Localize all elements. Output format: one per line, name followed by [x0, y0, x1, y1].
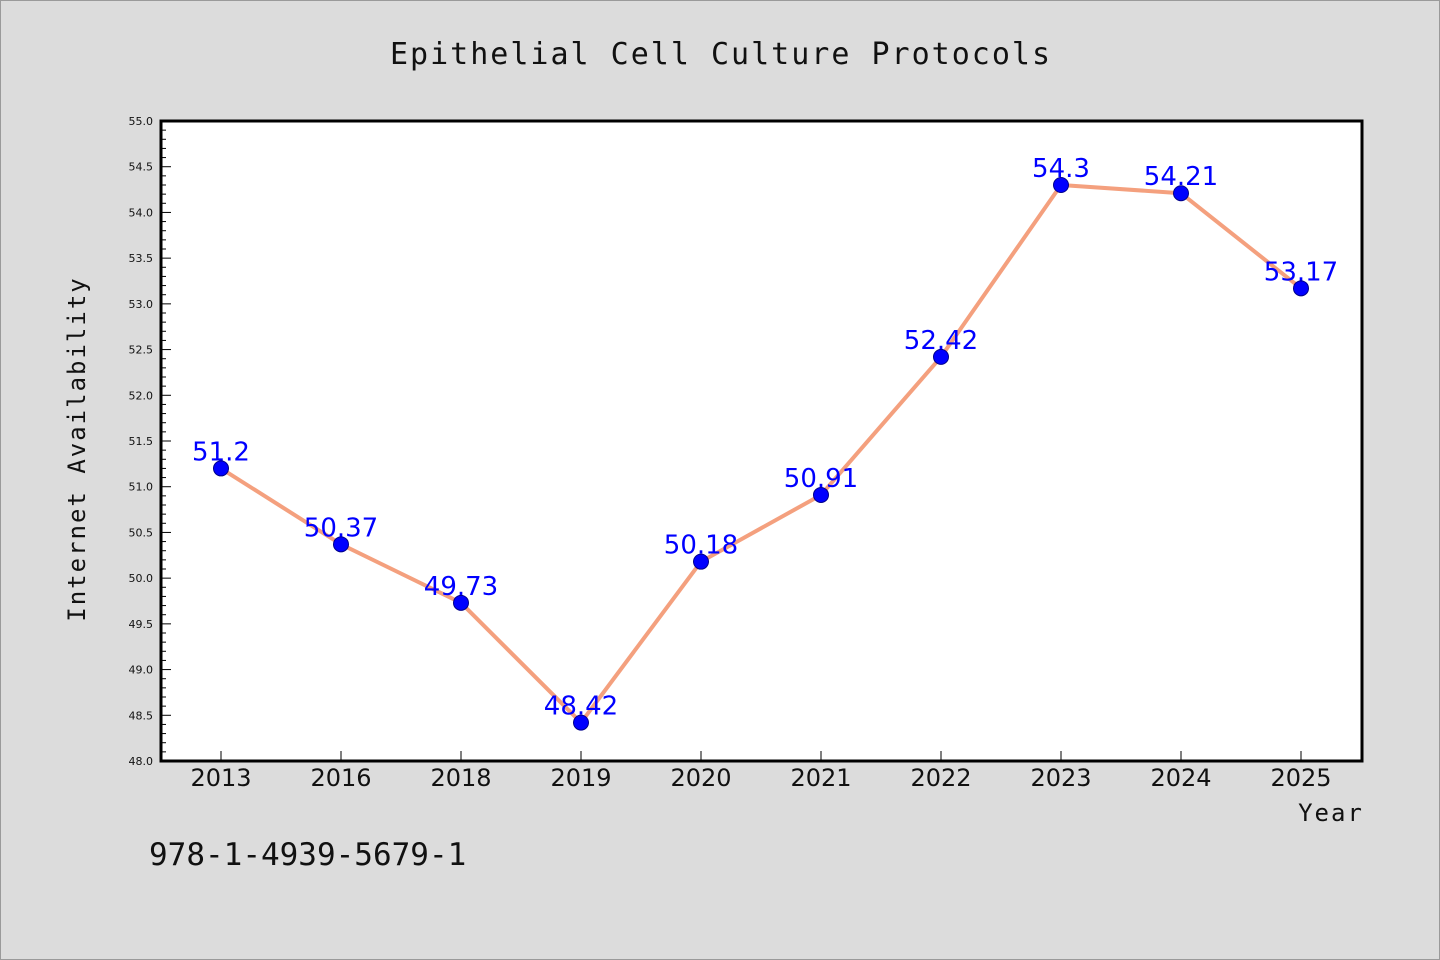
chart-title: Epithelial Cell Culture Protocols [390, 37, 1052, 72]
x-tick-label: 2019 [550, 764, 611, 792]
series-layer: 51.2 50.37 49.73 48.42 50.18 50.91 52.42 54.3 54… [192, 154, 1338, 731]
x-tick-label: 2016 [310, 764, 371, 792]
x-tick-label: 2024 [1150, 764, 1211, 792]
y-tick-label: 50.5 [129, 526, 154, 539]
y-axis-label: Internet Availability [63, 276, 91, 621]
data-point [693, 553, 709, 570]
y-tick-label: 54.0 [129, 206, 154, 219]
data-point [213, 460, 229, 477]
data-point [1053, 177, 1069, 193]
data-point [813, 486, 829, 503]
plot-area [159, 119, 1364, 763]
x-tick-label: 2018 [430, 764, 491, 792]
y-tick-label: 51.0 [129, 481, 154, 494]
x-tick-label: 2025 [1270, 764, 1331, 792]
data-label: 50.37 [304, 513, 378, 543]
y-tick-label: 49.0 [129, 664, 154, 677]
x-tick-label: 2013 [190, 764, 251, 792]
x-tick-label: 2021 [790, 764, 851, 792]
y-axis: 48.0 48.5 49.0 49.5 50.0 50.5 51.0 51.5 52.0 52.5… [129, 115, 171, 768]
x-axis-label: Year [1298, 799, 1364, 827]
data-point [1173, 185, 1189, 202]
series-line [219, 183, 1303, 725]
data-label: 54.3 [1032, 154, 1090, 184]
data-point [333, 536, 349, 553]
y-tick-label: 54.5 [129, 161, 154, 174]
x-tick-label: 2020 [670, 764, 731, 792]
data-label: 53.17 [1264, 257, 1338, 287]
data-label: 48.42 [544, 692, 618, 722]
y-tick-label: 52.5 [129, 344, 154, 357]
data-label: 51.2 [192, 437, 250, 467]
data-label: 54.21 [1144, 162, 1218, 192]
y-tick-label: 53.5 [129, 252, 154, 265]
data-point [933, 348, 949, 365]
data-point [453, 594, 469, 611]
data-point [1293, 280, 1309, 297]
y-tick-label: 48.0 [129, 755, 154, 768]
data-label: 49.73 [424, 572, 498, 602]
data-label: 52.42 [904, 326, 978, 356]
footer-identifier: 978-1-4939-5679-1 [149, 837, 466, 873]
data-point [573, 714, 589, 731]
data-label: 50.91 [784, 464, 858, 494]
y-tick-label: 53.0 [129, 298, 154, 311]
y-tick-label: 52.0 [129, 389, 154, 402]
x-axis: 2013 2016 2018 2019 2020 2021 2022 2023 2024 2025 [190, 751, 1332, 792]
y-tick-label: 50.0 [129, 572, 154, 585]
y-tick-label: 51.5 [129, 435, 154, 448]
x-tick-label: 2022 [910, 764, 971, 792]
y-tick-label: 48.5 [129, 709, 154, 722]
data-label: 50.18 [664, 531, 738, 561]
x-tick-label: 2023 [1030, 764, 1091, 792]
y-tick-label: 49.5 [129, 618, 154, 631]
y-tick-label: 55.0 [129, 115, 154, 128]
